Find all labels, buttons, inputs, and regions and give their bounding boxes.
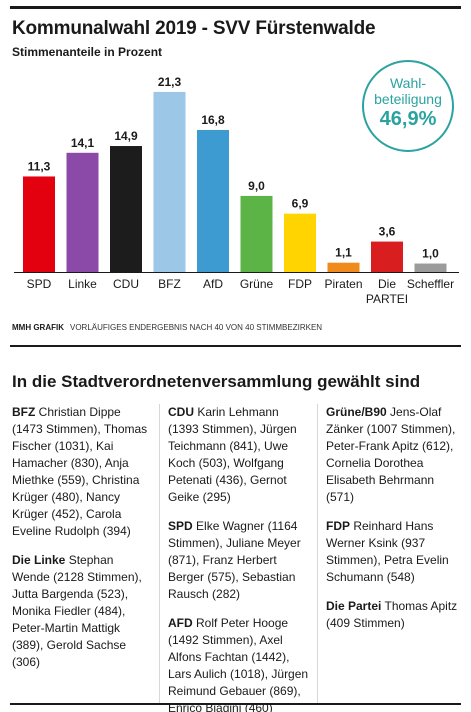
party-name: CDU (168, 405, 194, 419)
bar-value-label: 3,6 (379, 225, 396, 239)
category-label: BFZ (158, 277, 181, 291)
category-label: CDU (113, 277, 139, 291)
chart-subtitle: Stimmenanteile in Prozent (12, 45, 163, 59)
elected-entry: BFZ Christian Dippe (1473 Stimmen), Thom… (12, 404, 152, 540)
elected-entry: Die Linke Stephan Wende (2128 Stimmen), … (12, 552, 152, 671)
column-divider (159, 404, 160, 704)
bar-value-label: 9,0 (248, 179, 265, 193)
candidate-list: Thomas Apitz (409 Stimmen) (326, 599, 458, 630)
turnout-label: Wahl- beteiligung (374, 75, 442, 107)
source-brand: MMH GRAFIK (12, 323, 64, 332)
turnout-value: 46,9% (379, 108, 437, 130)
top-rule (10, 6, 461, 9)
candidate-list: Elke Wagner (1164 Stimmen), Juliane Meye… (168, 519, 301, 601)
elected-entry: CDU Karin Lehmann (1393 Stimmen), Jürgen… (168, 404, 310, 506)
bar-gr-ne (240, 195, 273, 272)
candidate-list: Christian Dippe (1473 Stimmen), Thomas F… (12, 405, 148, 538)
elected-title: In die Stadtverordnetenversammlung gewäh… (12, 372, 421, 391)
category-label: Piraten (324, 277, 362, 291)
bar-value-label: 1,0 (422, 247, 439, 261)
category-label: AfD (203, 277, 223, 291)
category-label: Grüne (240, 277, 274, 291)
section-divider (10, 345, 461, 347)
bar-piraten (327, 262, 360, 272)
category-label: Linke (68, 277, 97, 291)
bar-value-label: 1,1 (335, 246, 352, 260)
party-name: Die Partei (326, 599, 382, 613)
elected-entry: SPD Elke Wagner (1164 Stimmen), Juliane … (168, 518, 310, 603)
chart-title: Kommunalwahl 2019 - SVV Fürstenwalde (12, 18, 376, 39)
elected-column-2: CDU Karin Lehmann (1393 Stimmen), Jürgen… (168, 404, 310, 712)
bar-value-label: 6,9 (292, 197, 309, 211)
bar-spd (23, 176, 55, 272)
category-label: SPD (27, 277, 52, 291)
elected-column-1: BFZ Christian Dippe (1473 Stimmen), Thom… (12, 404, 152, 683)
turnout-badge: Wahl- beteiligung 46,9% (362, 60, 454, 152)
category-label: PARTEI (366, 292, 408, 306)
category-label: FDP (288, 277, 312, 291)
elected-column-3: Grüne/B90 Jens-Olaf Zänker (1007 Stimmen… (326, 404, 461, 644)
party-name: Grüne/B90 (326, 405, 387, 419)
elected-entry: Grüne/B90 Jens-Olaf Zänker (1007 Stimmen… (326, 404, 461, 506)
bar-bfz (153, 91, 186, 272)
party-name: SPD (168, 519, 193, 533)
candidate-list: Jens-Olaf Zänker (1007 Stimmen), Peter-F… (326, 405, 456, 504)
party-name: FDP (326, 519, 350, 533)
source-line: MMH GRAFIK VORLÄUFIGES ENDERGEBNIS NACH 4… (12, 323, 322, 332)
bar-fdp (284, 213, 316, 272)
bar-value-label: 21,3 (158, 75, 182, 89)
bottom-rule (10, 703, 461, 705)
bar-linke (66, 152, 99, 272)
candidate-list: Reinhard Hans Werner Ksink (937 Stimmen)… (326, 519, 449, 584)
source-note: VORLÄUFIGES ENDERGEBNIS NACH 40 VON 40 S… (70, 323, 323, 332)
candidate-list: Rolf Peter Hooge (1492 Stimmen), Axel Al… (168, 616, 309, 712)
elected-entry: AFD Rolf Peter Hooge (1492 Stimmen), Axe… (168, 615, 310, 712)
elected-entry: FDP Reinhard Hans Werner Ksink (937 Stim… (326, 518, 461, 586)
category-label: Scheffler (407, 277, 454, 291)
party-name: Die Linke (12, 553, 66, 567)
bar-scheffler (414, 263, 447, 272)
party-name: AFD (168, 616, 193, 630)
candidate-list: Stephan Wende (2128 Stimmen), Jutta Barg… (12, 553, 142, 669)
bar-value-label: 16,8 (201, 113, 225, 127)
candidate-list: Karin Lehmann (1393 Stimmen), Jürgen Tei… (168, 405, 297, 504)
bar-chart: 11,3 SPD 14,1 Linke 14,9 CDU 21,3 BFZ 16,8 AfD 9,0… (14, 75, 459, 306)
category-label: Die (378, 277, 396, 291)
party-name: BFZ (12, 405, 36, 419)
bar-afd (197, 129, 229, 272)
bar-cdu (110, 146, 142, 272)
bar-value-label: 14,9 (114, 129, 138, 143)
column-divider (317, 404, 318, 704)
bar-die-partei (371, 241, 403, 272)
bar-value-label: 14,1 (71, 136, 95, 150)
elected-entry: Die Partei Thomas Apitz (409 Stimmen) (326, 598, 461, 632)
bar-value-label: 11,3 (28, 159, 51, 173)
